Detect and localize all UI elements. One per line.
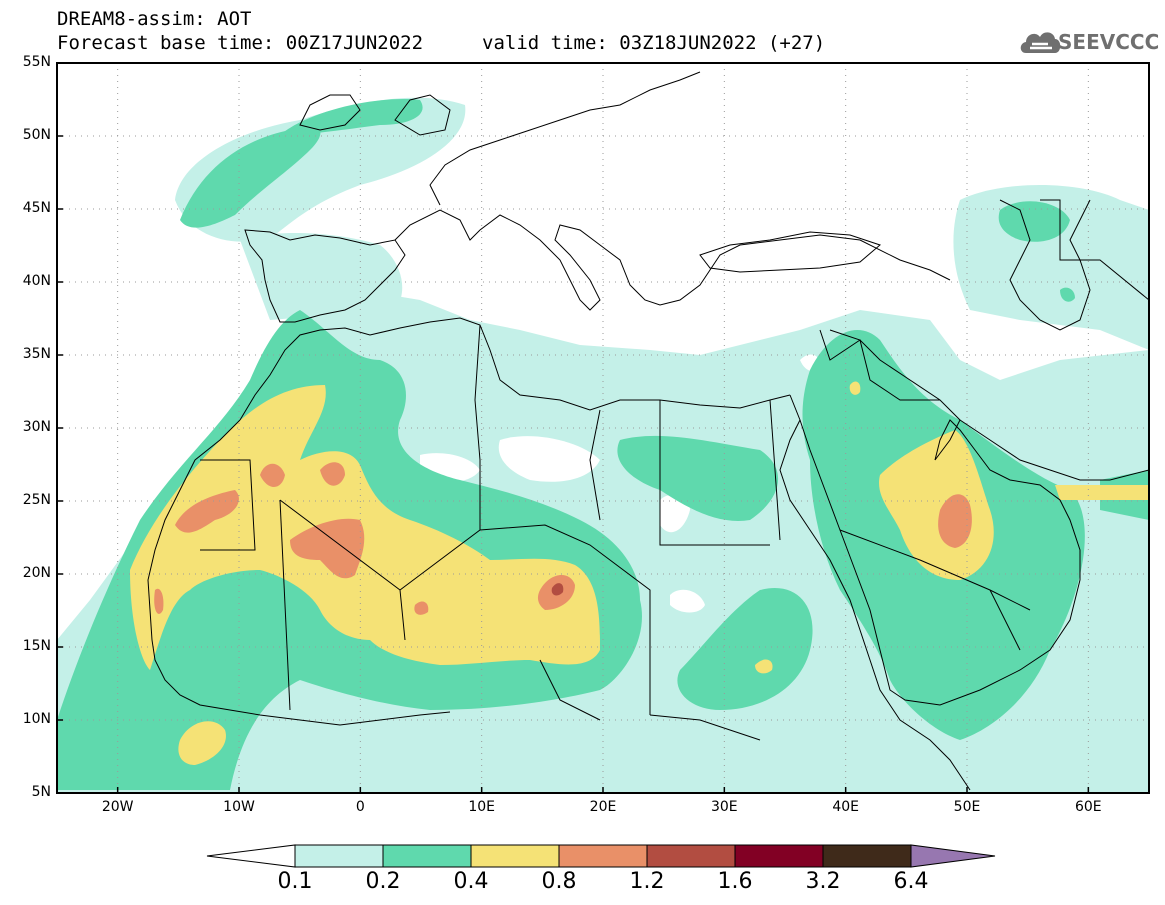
forecast-base-time: Forecast base time: 00Z17JUN2022 bbox=[57, 32, 424, 54]
colorbar-label: 3.2 bbox=[805, 869, 841, 894]
colorbar-segment bbox=[382, 844, 472, 868]
colorbar-segment bbox=[646, 844, 736, 868]
colorbar-segment bbox=[734, 844, 824, 868]
latitude-label: 5N bbox=[31, 784, 51, 800]
logo-text: SEEVCCC bbox=[1058, 30, 1160, 54]
valid-time: valid time: 03Z18JUN2022 (+27) bbox=[482, 32, 826, 54]
colorbar-label: 6.4 bbox=[893, 869, 929, 894]
colorbar-segment bbox=[470, 844, 560, 868]
longitude-label: 40E bbox=[832, 799, 859, 815]
colorbar-segment bbox=[822, 844, 912, 868]
latitude-label: 35N bbox=[22, 346, 51, 362]
aot-contour-0.8 bbox=[154, 462, 972, 615]
colorbar-label: 0.2 bbox=[365, 869, 401, 894]
colorbar-label: 0.4 bbox=[453, 869, 489, 894]
colorbar-label: 0.8 bbox=[541, 869, 577, 894]
aot-contour-1.2 bbox=[551, 583, 564, 596]
longitude-label: 0 bbox=[355, 799, 365, 815]
latitude-label: 45N bbox=[22, 200, 51, 216]
map-title: DREAM8-assim: AOT bbox=[57, 8, 252, 30]
colorbar-segment bbox=[558, 844, 648, 868]
longitude-label: 20W bbox=[101, 799, 134, 815]
graticule bbox=[57, 63, 1149, 793]
latitude-label: 10N bbox=[22, 711, 51, 727]
longitude-label: 50E bbox=[953, 799, 981, 815]
colorbar-label: 0.1 bbox=[277, 869, 313, 894]
coastlines-and-borders bbox=[147, 71, 1149, 791]
longitude-label: 60E bbox=[1074, 799, 1102, 815]
colorbar-segment bbox=[294, 844, 384, 868]
latitude-label: 25N bbox=[22, 492, 51, 508]
longitude-label: 10E bbox=[468, 799, 495, 815]
longitude-label: 10W bbox=[223, 799, 255, 815]
latitude-label: 20N bbox=[22, 565, 51, 581]
colorbar-underflow-triangle bbox=[206, 844, 296, 868]
cloud-icon bbox=[1020, 32, 1061, 53]
latitude-label: 55N bbox=[22, 54, 51, 70]
latitude-label: 50N bbox=[22, 127, 51, 143]
colorbar-label: 1.2 bbox=[629, 869, 665, 894]
aot-colorbar bbox=[206, 844, 996, 868]
latitude-label: 15N bbox=[22, 638, 51, 654]
aot-contour-0.4 bbox=[130, 381, 1149, 765]
latitude-label: 30N bbox=[22, 419, 51, 435]
colorbar-label: 1.6 bbox=[717, 869, 753, 894]
longitude-label: 30E bbox=[710, 799, 738, 815]
longitude-label: 20E bbox=[589, 799, 617, 815]
colorbar-overflow-triangle bbox=[910, 844, 996, 868]
latitude-label: 40N bbox=[22, 273, 51, 289]
